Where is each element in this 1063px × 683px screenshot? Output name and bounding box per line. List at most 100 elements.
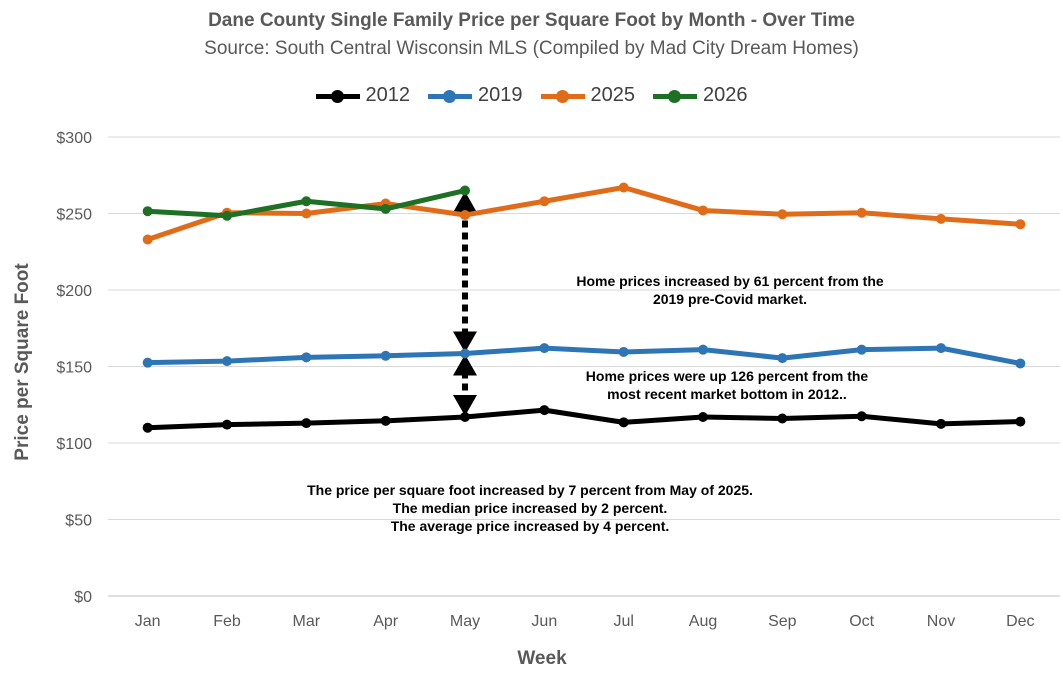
- data-point-2026: [222, 210, 232, 221]
- annotation-line: most recent market bottom in 2012..: [607, 386, 847, 402]
- data-point-2019: [1015, 358, 1026, 369]
- data-point-2012: [777, 413, 788, 424]
- data-point-2025: [698, 205, 708, 216]
- data-point-2019: [698, 344, 708, 355]
- series-2025: [142, 182, 1026, 245]
- data-point-2026: [380, 203, 391, 214]
- data-point-2012: [460, 411, 470, 422]
- x-tick-label: Jun: [531, 613, 557, 630]
- y-tick-label: $200: [56, 283, 92, 300]
- data-point-2019: [539, 343, 550, 354]
- data-point-2025: [618, 182, 629, 193]
- series-lines: [142, 182, 1026, 433]
- annotation-line: Home prices increased by 61 percent from…: [576, 273, 884, 289]
- x-tick-label: Feb: [213, 613, 241, 630]
- data-point-2019: [618, 346, 629, 357]
- x-axis-tick-labels: Jan Feb Mar Apr May Jun Jul Aug Sep Oct Nov Dec: [135, 613, 1035, 630]
- x-axis-title: Week: [517, 648, 567, 669]
- annotations: Home prices increased by 61 percent from…: [307, 273, 884, 534]
- data-point-2019: [936, 343, 946, 354]
- series-2019: [142, 343, 1026, 369]
- annotation-2: Home prices were up 126 percent from the…: [586, 368, 869, 402]
- data-point-2012: [1015, 416, 1026, 427]
- data-point-2019: [380, 350, 391, 361]
- arrow-head-down: [453, 331, 477, 353]
- legend-label-2026: 2026: [703, 84, 748, 106]
- x-tick-label: May: [450, 613, 480, 630]
- data-point-2026: [460, 185, 470, 196]
- data-point-2025: [142, 234, 153, 245]
- x-tick-label: Nov: [927, 613, 955, 630]
- y-tick-label: $250: [56, 207, 92, 224]
- legend-item-2019: 2019: [428, 84, 523, 107]
- legend-swatch-2012: [315, 85, 360, 107]
- data-point-2019: [460, 348, 470, 359]
- series-line-2025: [146, 184, 1021, 242]
- legend-swatch-2025: [540, 85, 585, 107]
- data-point-2019: [142, 357, 153, 368]
- y-axis-title: Price per Square Foot: [12, 263, 33, 461]
- x-tick-label: Oct: [849, 613, 874, 630]
- data-point-2012: [856, 411, 867, 422]
- legend-label-2019: 2019: [478, 84, 523, 106]
- data-point-2012: [380, 415, 391, 426]
- y-tick-label: $300: [56, 130, 92, 147]
- y-tick-label: $150: [56, 360, 92, 377]
- data-point-2019: [222, 356, 232, 367]
- annotation-arrows: [453, 191, 477, 416]
- annotation-line: Home prices were up 126 percent from the: [586, 368, 869, 384]
- x-tick-label: Mar: [293, 613, 321, 630]
- x-tick-label: Dec: [1006, 613, 1034, 630]
- data-point-2025: [1015, 219, 1026, 230]
- data-point-2025: [301, 208, 312, 219]
- series-2012: [142, 405, 1026, 433]
- data-point-2025: [539, 196, 550, 207]
- annotation-3: The price per square foot increased by 7…: [307, 482, 753, 534]
- legend-swatch-2026: [653, 85, 697, 107]
- y-axis-tick-labels: $0 $50 $100 $150 $200 $250 $300: [56, 130, 92, 606]
- y-tick-label: $0: [74, 589, 92, 606]
- series-line-2012: [147, 407, 1021, 431]
- series-line-2019: [147, 345, 1021, 366]
- data-point-2012: [698, 411, 708, 422]
- x-tick-label: Apr: [373, 613, 399, 630]
- legend-item-2012: 2012: [315, 84, 411, 107]
- legend-item-2026: 2026: [653, 84, 748, 107]
- annotation-line: The average price increased by 4 percent…: [391, 518, 670, 534]
- chart-subtitle: Source: South Central Wisconsin MLS (Com…: [204, 38, 859, 59]
- data-point-2025: [460, 210, 470, 221]
- y-tick-label: $50: [65, 513, 92, 530]
- arrow-head-down: [453, 394, 477, 416]
- data-point-2012: [618, 417, 629, 428]
- annotation-line: 2019 pre-Covid market.: [653, 291, 807, 307]
- legend-label-2025: 2025: [590, 84, 636, 106]
- data-point-2019: [856, 344, 867, 355]
- data-point-2012: [222, 419, 232, 430]
- annotation-line: The median price increased by 2 percent.: [393, 500, 668, 516]
- x-tick-label: Aug: [689, 613, 717, 630]
- chart-title: Dane County Single Family Price per Squa…: [208, 10, 855, 31]
- data-point-2019: [301, 352, 312, 363]
- legend: 2012 2019 2025 2026: [0, 84, 1063, 107]
- x-tick-label: Jul: [613, 613, 633, 630]
- data-point-2025: [856, 207, 867, 218]
- data-point-2012: [142, 422, 153, 433]
- data-point-2026: [301, 196, 312, 207]
- arrow-head-up: [453, 354, 477, 376]
- legend-swatch-2019: [428, 85, 472, 107]
- y-tick-label: $100: [56, 436, 92, 453]
- data-point-2025: [936, 213, 946, 224]
- annotation-1: Home prices increased by 61 percent from…: [576, 273, 884, 307]
- data-point-2019: [777, 353, 788, 364]
- legend-item-2025: 2025: [540, 84, 636, 107]
- data-point-2026: [142, 206, 153, 217]
- data-point-2025: [777, 209, 788, 220]
- annotation-line: The price per square foot increased by 7…: [307, 482, 753, 498]
- x-tick-label: Jan: [135, 613, 161, 630]
- legend-label-2012: 2012: [365, 84, 411, 106]
- series-2026: [142, 185, 470, 221]
- data-point-2012: [301, 418, 312, 429]
- arrow-head-up: [453, 191, 477, 213]
- data-point-2012: [539, 405, 550, 416]
